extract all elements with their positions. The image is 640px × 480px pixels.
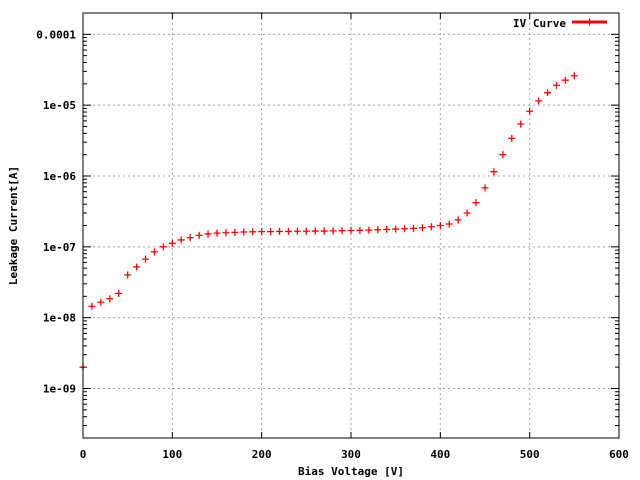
x-tick-label: 500 (520, 448, 540, 461)
x-tick-label: 0 (80, 448, 87, 461)
data-point (508, 134, 516, 142)
x-axis-label: Bias Voltage [V] (298, 465, 404, 478)
data-point (392, 225, 400, 233)
data-point (490, 168, 498, 176)
x-tick-label: 600 (609, 448, 629, 461)
y-tick-label: 0.0001 (36, 28, 76, 41)
data-point (142, 255, 150, 263)
legend: IV Curve (513, 17, 607, 30)
data-point (561, 76, 569, 84)
data-point (410, 224, 418, 232)
plot-frame (82, 12, 620, 439)
data-point (535, 97, 543, 105)
data-points (79, 72, 578, 371)
data-point (570, 72, 578, 80)
data-point (115, 289, 123, 297)
data-point (133, 263, 141, 271)
legend-marker (586, 18, 593, 26)
data-point (97, 298, 105, 306)
data-point (401, 225, 409, 233)
grid-lines (83, 13, 619, 438)
data-point (240, 228, 248, 236)
data-point (552, 81, 560, 89)
data-point (159, 243, 167, 251)
data-point (427, 223, 435, 231)
data-point (302, 227, 310, 235)
y-tick-label: 1e-07 (43, 241, 76, 254)
data-point (481, 184, 489, 192)
data-point (267, 228, 275, 236)
y-tick-label: 1e-08 (43, 312, 76, 325)
data-point (356, 226, 364, 234)
y-axis-label: Leakage Current[A] (7, 166, 20, 285)
data-point (517, 120, 525, 128)
x-tick-label: 100 (162, 448, 182, 461)
data-point (213, 229, 221, 237)
data-point (436, 222, 444, 229)
data-point (284, 227, 292, 235)
data-point (222, 229, 230, 237)
data-point (374, 226, 382, 234)
data-point (186, 234, 194, 242)
data-point (88, 302, 96, 310)
x-tick-label: 200 (252, 448, 272, 461)
data-point (249, 228, 257, 236)
data-point (445, 220, 453, 228)
data-point (276, 227, 284, 235)
data-point (124, 271, 132, 279)
data-point (526, 107, 534, 115)
data-point (177, 236, 185, 244)
data-point (231, 228, 239, 236)
data-point (204, 230, 212, 238)
y-tick-label: 1e-09 (43, 382, 76, 395)
data-point (499, 151, 507, 159)
data-point (311, 227, 319, 235)
data-point (293, 227, 301, 235)
x-tick-label: 400 (430, 448, 450, 461)
data-point (258, 228, 266, 236)
data-point (338, 227, 346, 235)
data-point (195, 231, 203, 239)
data-point (463, 209, 471, 217)
data-point (329, 227, 337, 235)
data-point (472, 199, 480, 207)
data-point (320, 227, 328, 235)
x-tick-label: 300 (341, 448, 361, 461)
tick-labels: 0 100 200 300 400 500 600 1e-09 1e-08 1e-07 1e-06 1… (36, 28, 629, 461)
data-point (150, 248, 158, 256)
data-point (106, 295, 114, 303)
data-point (418, 224, 426, 232)
axis-ticks (82, 13, 620, 438)
y-tick-label: 1e-06 (43, 170, 76, 183)
data-point (383, 225, 391, 233)
data-point (454, 216, 462, 224)
data-point (347, 226, 355, 234)
data-point (365, 226, 373, 234)
data-point (168, 239, 176, 247)
data-point (544, 89, 552, 97)
legend-label: IV Curve (513, 17, 566, 30)
y-tick-label: 1e-05 (43, 99, 76, 112)
